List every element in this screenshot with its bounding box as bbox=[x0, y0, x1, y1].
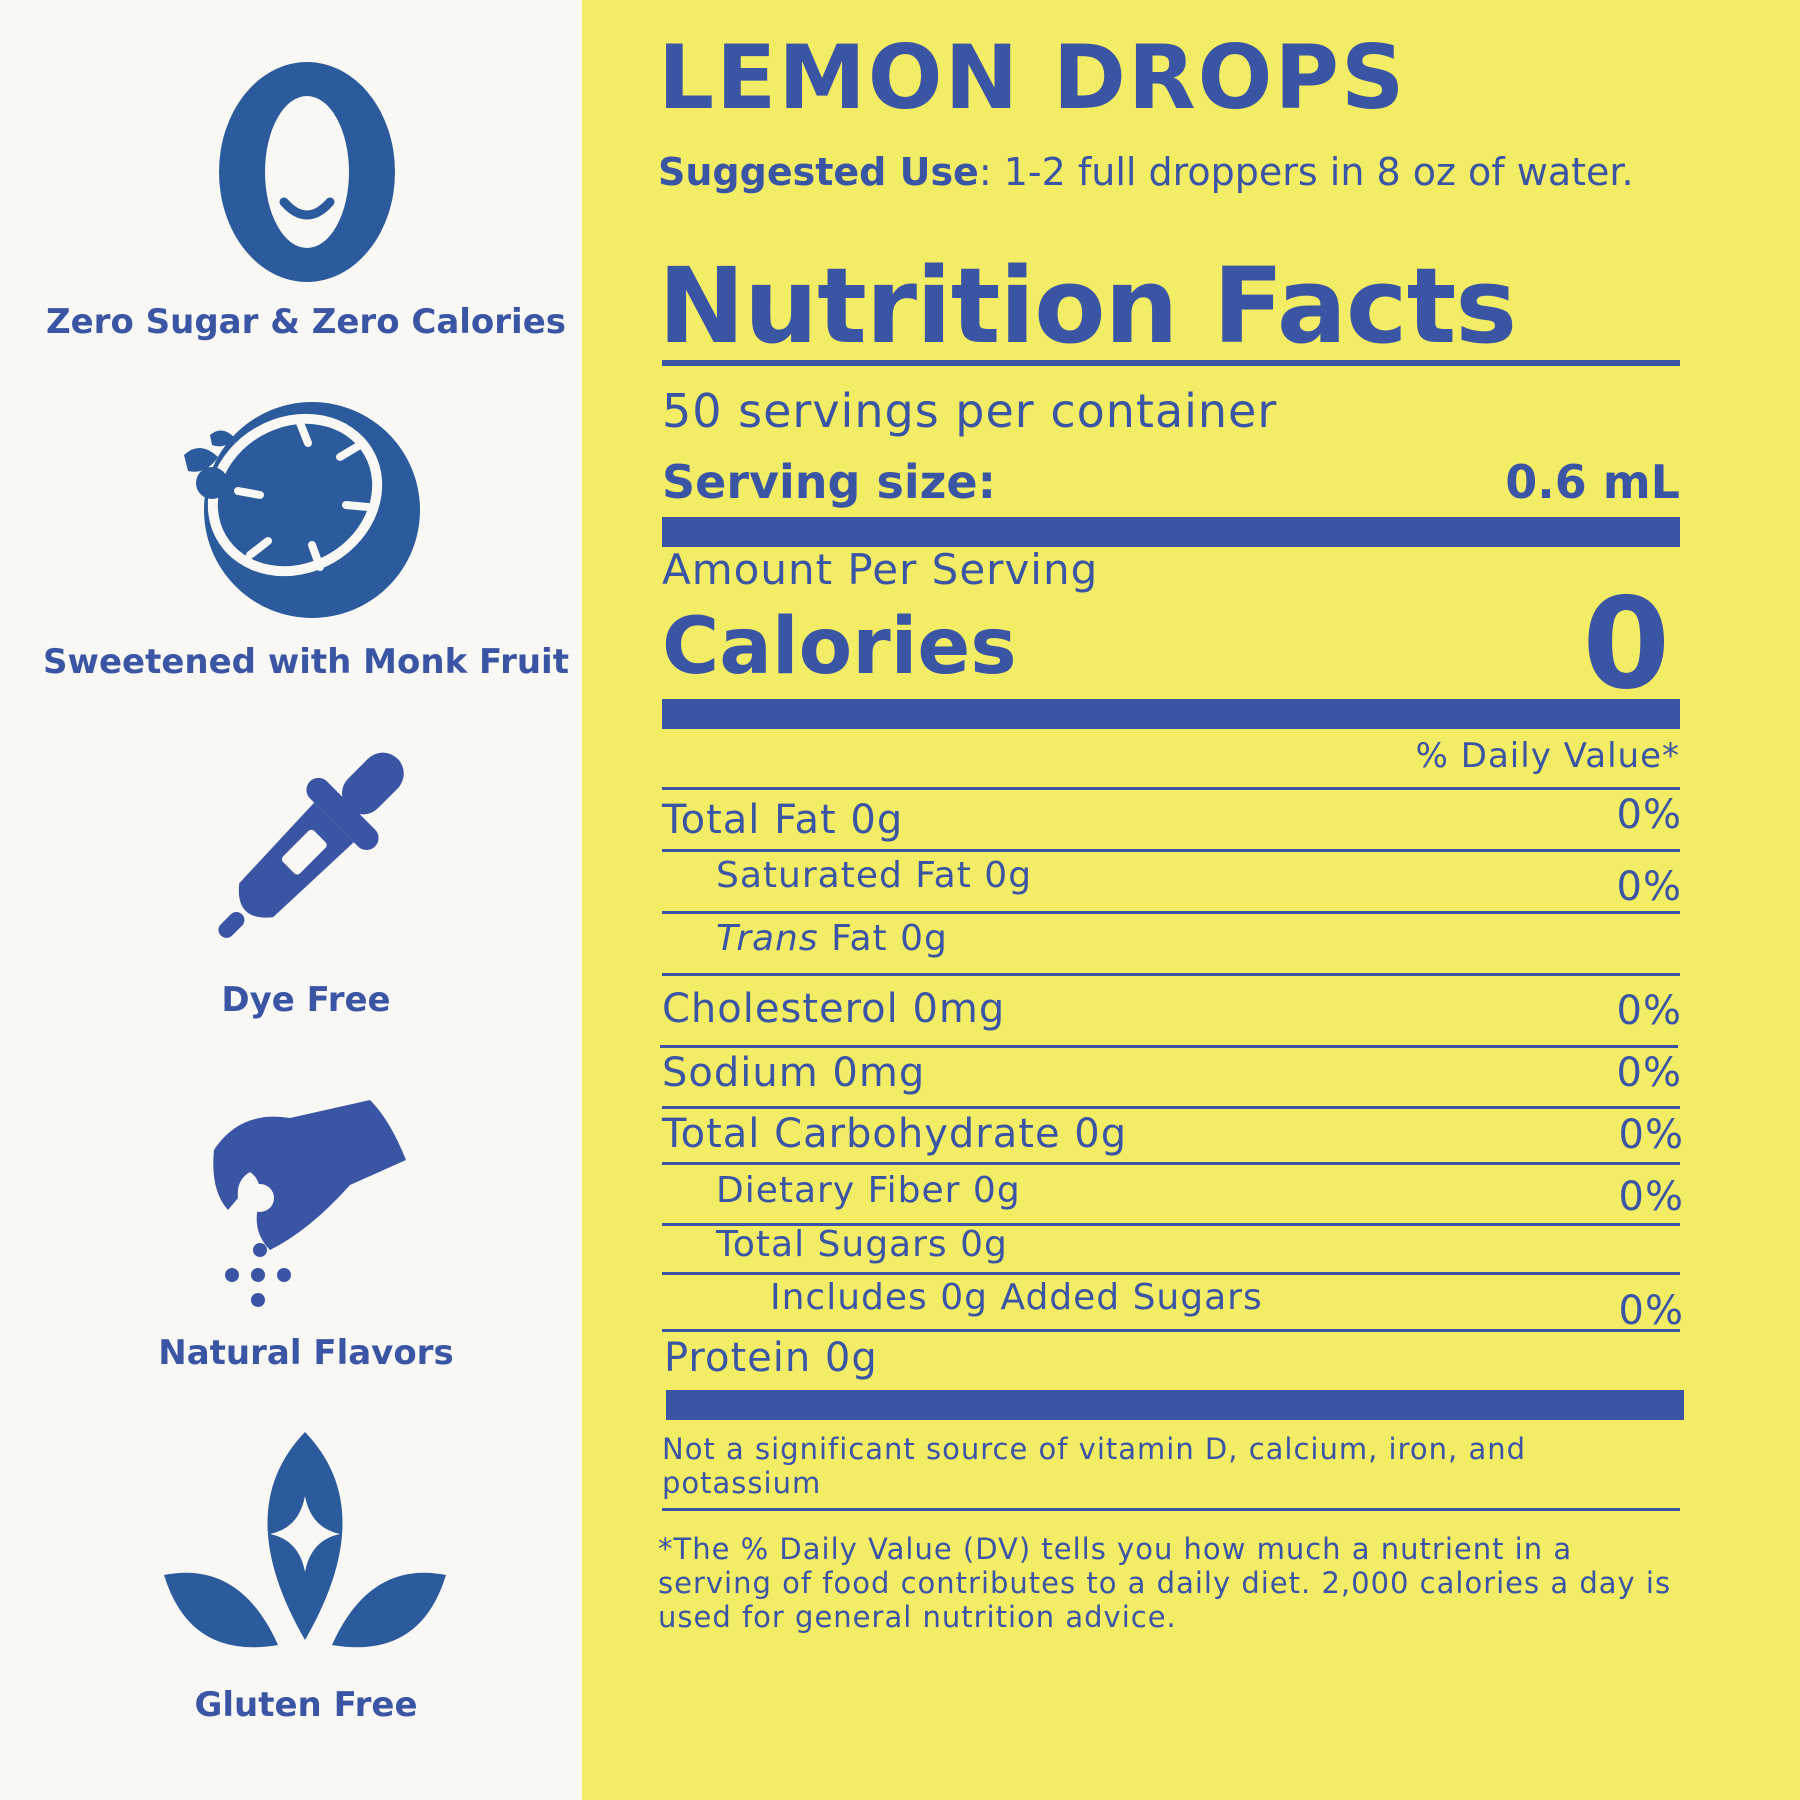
protein-rule bbox=[666, 1390, 1684, 1420]
total-fat-label: Total Fat 0g bbox=[662, 797, 904, 843]
row-rule bbox=[662, 1272, 1680, 1275]
cholesterol-label: Cholesterol 0mg bbox=[662, 986, 1006, 1032]
added-sugars-dv: 0% bbox=[1618, 1288, 1684, 1334]
footnote-rule bbox=[662, 1508, 1680, 1511]
sodium-dv: 0% bbox=[1616, 1050, 1682, 1096]
vitamin-note: Not a significant source of vitamin D, c… bbox=[662, 1432, 1527, 1500]
row-rule bbox=[662, 973, 1680, 976]
suggested-use-label: Suggested Use bbox=[658, 150, 979, 194]
serving-size-label: Serving size: bbox=[662, 455, 996, 509]
protein-label: Protein 0g bbox=[664, 1335, 878, 1381]
row-rule bbox=[662, 1329, 1680, 1332]
title-rule bbox=[662, 360, 1680, 366]
servings-per-container: 50 servings per container bbox=[662, 384, 1278, 438]
nutrition-facts-title: Nutrition Facts bbox=[658, 245, 1517, 367]
row-rule bbox=[662, 911, 1680, 914]
suggested-use-text: : 1-2 full droppers in 8 oz of water. bbox=[978, 150, 1634, 194]
trans-fat-label-rest: Fat 0g bbox=[818, 918, 948, 959]
leaf-sparkle-icon bbox=[160, 1430, 450, 1665]
trans-fat-label: Trans Fat 0g bbox=[716, 918, 948, 959]
added-sugars-label: Includes 0g Added Sugars bbox=[770, 1277, 1263, 1318]
sodium-label: Sodium 0mg bbox=[662, 1050, 926, 1096]
trans-fat-label-italic: Trans bbox=[716, 918, 819, 959]
row-rule bbox=[662, 787, 1680, 790]
saturated-fat-label: Saturated Fat 0g bbox=[716, 855, 1033, 896]
row-rule bbox=[662, 1162, 1680, 1165]
saturated-fat-dv: 0% bbox=[1616, 864, 1682, 910]
dropper-icon bbox=[190, 740, 420, 960]
total-carbohydrate-dv: 0% bbox=[1618, 1112, 1684, 1158]
feature-panel: Zero Sugar & Zero Calories Sweetened wit… bbox=[0, 0, 582, 1800]
lemon-icon bbox=[160, 395, 450, 625]
total-fat-dv: 0% bbox=[1616, 792, 1682, 838]
nutrition-panel bbox=[582, 0, 1800, 1800]
dietary-fiber-label: Dietary Fiber 0g bbox=[716, 1170, 1021, 1211]
calories-value: 0 bbox=[1582, 570, 1670, 717]
pinch-icon bbox=[200, 1080, 420, 1310]
suggested-use: Suggested Use: 1-2 full droppers in 8 oz… bbox=[658, 150, 1634, 194]
feature-label-zero-sugar: Zero Sugar & Zero Calories bbox=[45, 302, 567, 342]
row-rule bbox=[662, 1106, 1680, 1109]
dietary-fiber-dv: 0% bbox=[1618, 1174, 1684, 1220]
amount-per-serving: Amount Per Serving bbox=[662, 545, 1099, 594]
total-carbohydrate-label: Total Carbohydrate 0g bbox=[662, 1111, 1128, 1157]
serving-size-value: 0.6 mL bbox=[1505, 455, 1680, 509]
total-sugars-label: Total Sugars 0g bbox=[716, 1224, 1008, 1265]
zero-icon bbox=[212, 50, 402, 290]
serving-rule bbox=[662, 517, 1680, 547]
feature-label-dye-free: Dye Free bbox=[221, 980, 391, 1020]
feature-label-gluten-free: Gluten Free bbox=[194, 1685, 418, 1725]
row-rule bbox=[660, 1045, 1678, 1048]
cholesterol-dv: 0% bbox=[1616, 988, 1682, 1034]
daily-value-header: % Daily Value* bbox=[1415, 736, 1680, 776]
row-rule bbox=[662, 849, 1680, 852]
feature-label-natural-flavors: Natural Flavors bbox=[158, 1333, 454, 1373]
feature-label-monk-fruit: Sweetened with Monk Fruit bbox=[43, 642, 569, 682]
row-rule bbox=[662, 1223, 1680, 1226]
calories-rule bbox=[662, 699, 1680, 729]
product-title: LEMON DROPS bbox=[658, 26, 1407, 129]
daily-value-footnote: *The % Daily Value (DV) tells you how mu… bbox=[658, 1532, 1672, 1634]
calories-label: Calories bbox=[662, 602, 1017, 692]
